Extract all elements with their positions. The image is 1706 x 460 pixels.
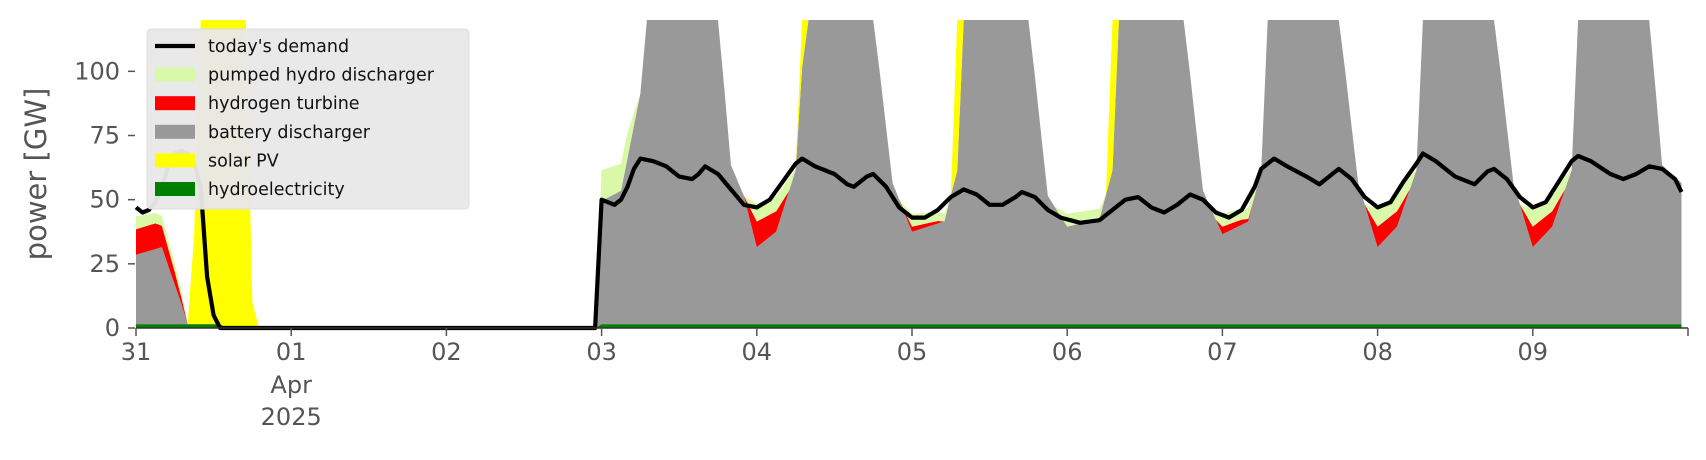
- x-tick-label: 06: [1052, 338, 1083, 366]
- legend-swatch: [155, 153, 195, 168]
- x-tick-label: 07: [1207, 338, 1238, 366]
- x-tick-label: 09: [1518, 338, 1549, 366]
- x-tick-label: 04: [742, 338, 773, 366]
- area-hydroelectricity: [136, 324, 1682, 328]
- legend-box: [146, 28, 470, 210]
- legend-swatch: [155, 96, 195, 111]
- x-tick-sublabel: Apr: [270, 371, 312, 399]
- y-tick-label: 100: [74, 57, 120, 85]
- y-tick-label: 75: [89, 122, 120, 150]
- legend-label: hydroelectricity: [208, 180, 345, 200]
- x-tick-label: 05: [897, 338, 928, 366]
- legend-swatch: [155, 182, 195, 196]
- demand-line-layer: [134, 148, 1684, 331]
- x-tick-label: 01: [276, 338, 307, 366]
- area-battery-discharger: [136, 20, 1682, 328]
- x-tick-label: 02: [431, 338, 462, 366]
- legend-swatch: [155, 124, 195, 139]
- stacked-areas: [136, 20, 1682, 328]
- x-tick-label: 03: [586, 338, 617, 366]
- legend-label: solar PV: [208, 151, 279, 171]
- plot-area: [134, 20, 1684, 331]
- x-tick-label: 31: [121, 338, 152, 366]
- x-tick-sublabel: 2025: [261, 403, 322, 431]
- legend-label: battery discharger: [208, 123, 371, 143]
- legend-label: today's demand: [208, 37, 349, 57]
- y-tick-label: 50: [89, 186, 120, 214]
- legend-label: pumped hydro discharger: [208, 66, 435, 86]
- legend-label: hydrogen turbine: [208, 94, 360, 114]
- y-tick-label: 25: [89, 250, 120, 278]
- series-line-todays-demand: [134, 148, 1684, 331]
- y-tick-label: 0: [105, 314, 120, 342]
- legend: today's demand pumped hydro discharger hyd…: [146, 28, 470, 210]
- y-axis-label: power [GW]: [19, 88, 53, 261]
- x-tick-label: 08: [1362, 338, 1393, 366]
- legend-swatch: [155, 67, 195, 82]
- axes: 0 25 50 75 100 31 01 Apr 2025 02 03 04 05 06 07 08 09: [74, 57, 1689, 431]
